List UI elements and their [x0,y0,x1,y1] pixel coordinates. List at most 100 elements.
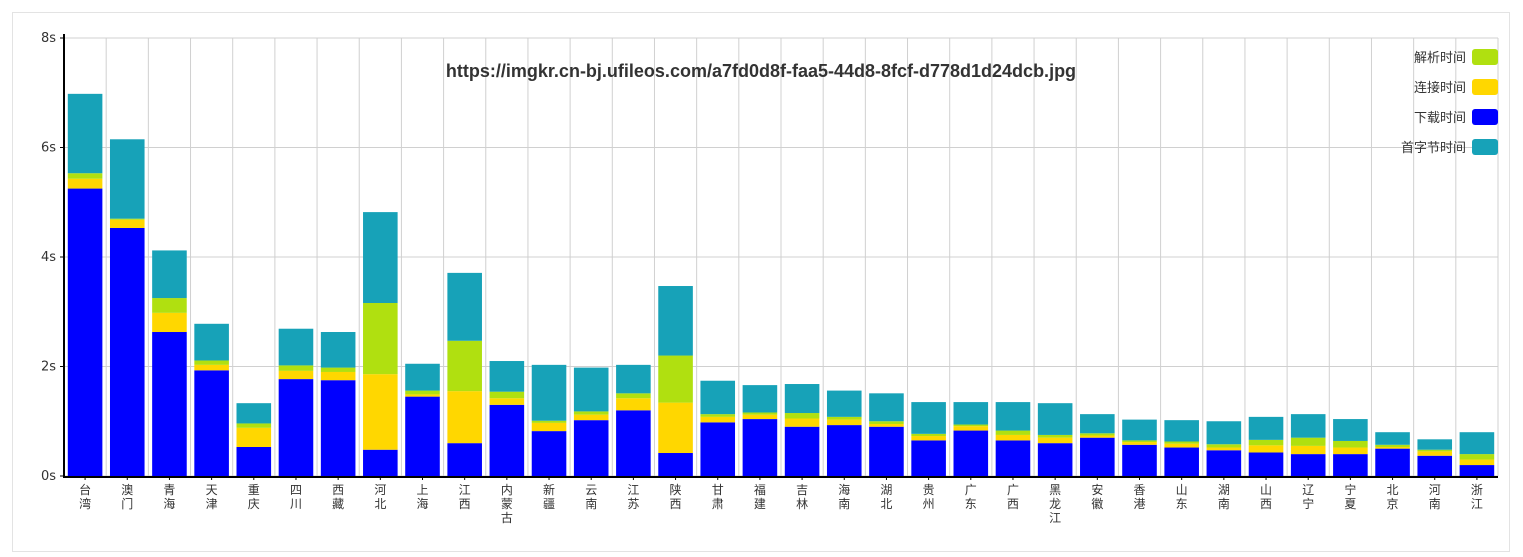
bar-segment [320,367,356,372]
bar-segment [363,449,398,476]
y-tick-label: 4s [41,250,56,265]
x-tick-label: 辽宁 [1302,483,1314,511]
bar-segment [869,393,904,422]
bar-segment [742,419,778,476]
x-tick-label: 河北 [374,483,386,511]
bar-segment [1290,437,1326,446]
bar-segment [826,419,862,426]
bar-segment [1122,444,1157,476]
bar-segment [1459,432,1495,455]
bar-segment [784,413,820,419]
bar-segment [1417,451,1453,456]
bar-segment [1080,433,1115,436]
x-tick-label: 山西 [1260,483,1272,511]
bar-segment [953,426,989,431]
bar-segment [1164,420,1199,442]
bar-segment [194,323,229,361]
x-tick-label: 山东 [1176,483,1188,511]
x-tick-label: 台湾 [79,482,91,511]
bar-segment [658,355,693,403]
x-tick-label: 新疆 [543,482,555,511]
x-tick-label: 甘肃 [712,483,724,511]
bar-segment [1375,432,1410,445]
bar-segment [995,430,1031,435]
x-tick-label: 天津 [206,483,218,511]
bar-segment [1206,450,1242,476]
bar-segment [1206,444,1242,448]
bar-segment [700,414,736,417]
bar-segment [363,374,398,450]
bar-segment [573,414,609,421]
legend-label: 解析时间 [1414,51,1466,66]
x-tick-label: 上海 [416,483,428,511]
bar-segment [405,396,440,476]
bar-segment [1037,437,1073,444]
bar-segment [1248,439,1284,446]
x-tick-label: 吉林 [796,483,808,511]
bar-segment [1248,416,1284,440]
bar-segment [1375,448,1410,476]
bar-segment [1248,452,1284,476]
bar-segment [152,332,187,476]
bar-segment [1375,444,1410,447]
bar-segment [573,411,609,415]
bar-segment [531,364,567,421]
bar-segment [152,312,187,333]
bar-segment [194,364,229,371]
x-tick-label: 北京 [1387,483,1399,511]
bar-segment [573,420,609,476]
bar-segment [278,370,314,380]
bar-segment [405,390,440,395]
bar-segment [911,436,946,441]
bar-segment [109,219,145,228]
bar-segment [67,93,103,174]
x-tick-label: 西藏 [332,483,344,511]
y-tick-label: 0s [41,469,56,484]
bar-segment [826,416,862,420]
bar-segment [784,384,820,414]
bar-segment [1417,455,1453,476]
bar-segment [1375,446,1410,449]
bar-segment [489,398,525,405]
bar-segment [447,443,482,476]
x-tick-label: 湖北 [880,482,892,511]
bar-segment [109,227,145,476]
bar-segment [700,422,736,476]
bar-segment [363,212,398,303]
bar-segment [278,379,314,476]
x-tick-label: 浙江 [1471,483,1483,511]
bar-segment [194,370,229,476]
bar-segment [1206,447,1242,451]
bar-segment [784,418,820,427]
x-tick-label: 河南 [1429,483,1441,511]
bar-segment [1459,454,1495,460]
bar-segment [489,361,525,392]
bar-segment [531,431,567,476]
bar-segment [869,426,904,476]
bar-segment [1037,403,1073,435]
legend-label: 连接时间 [1414,80,1466,96]
x-tick-label: 江西 [459,483,471,511]
bar-segment [278,328,314,366]
bar-segment [826,425,862,476]
bar-segment [489,404,525,476]
x-tick-label: 云南 [585,483,597,511]
x-tick-label: 宁夏 [1344,482,1356,511]
bar-segment [953,402,989,425]
bar-segment [489,391,525,399]
bar-segment [1122,440,1157,443]
x-tick-label: 陕西 [670,482,682,511]
bar-segment [67,173,103,179]
bar-segment [869,421,904,424]
bar-segment [1037,443,1073,476]
bar-segment [953,424,989,427]
bar-segment [616,398,651,411]
bar-segment [447,272,482,341]
x-tick-label: 重庆 [248,483,260,511]
bar-segment [1333,454,1368,476]
bar-segment [236,423,272,428]
bar-segment [1417,439,1453,450]
x-tick-label: 香港 [1133,483,1145,511]
bar-segment [1080,435,1115,438]
bar-segment [405,363,440,391]
